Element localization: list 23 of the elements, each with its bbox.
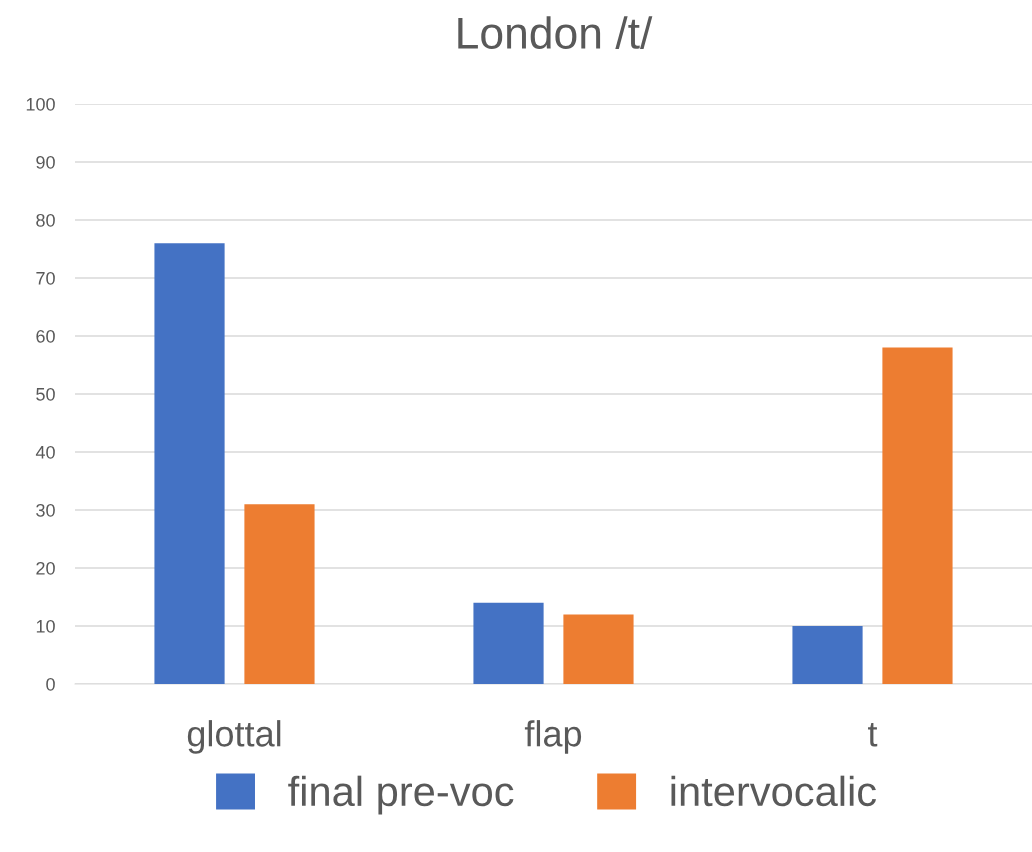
y-tick-label: 0 [46,677,55,691]
bar [563,614,634,684]
bar [154,243,225,684]
legend-label: final pre-voc [288,775,514,815]
bar [882,347,953,684]
y-tick-label: 100 [26,97,55,111]
y-tick-label: 80 [36,213,55,227]
y-tick-label: 60 [36,329,55,343]
x-tick-label: flap [524,720,582,754]
legend-label: intervocalic [671,775,877,807]
bar [792,626,863,684]
x-tick-label: t [868,722,878,747]
chart-title: London /t/ [458,16,653,49]
bar [244,504,315,684]
x-tick-label: glottal [187,720,281,754]
y-tick-label: 50 [36,387,55,401]
y-tick-label: 70 [36,271,55,285]
y-tick-label: 20 [36,561,55,575]
bar [473,602,544,684]
y-tick-label: 90 [36,155,55,169]
y-tick-label: 10 [36,619,55,633]
y-tick-label: 40 [35,445,55,459]
y-tick-label: 30 [36,503,55,517]
